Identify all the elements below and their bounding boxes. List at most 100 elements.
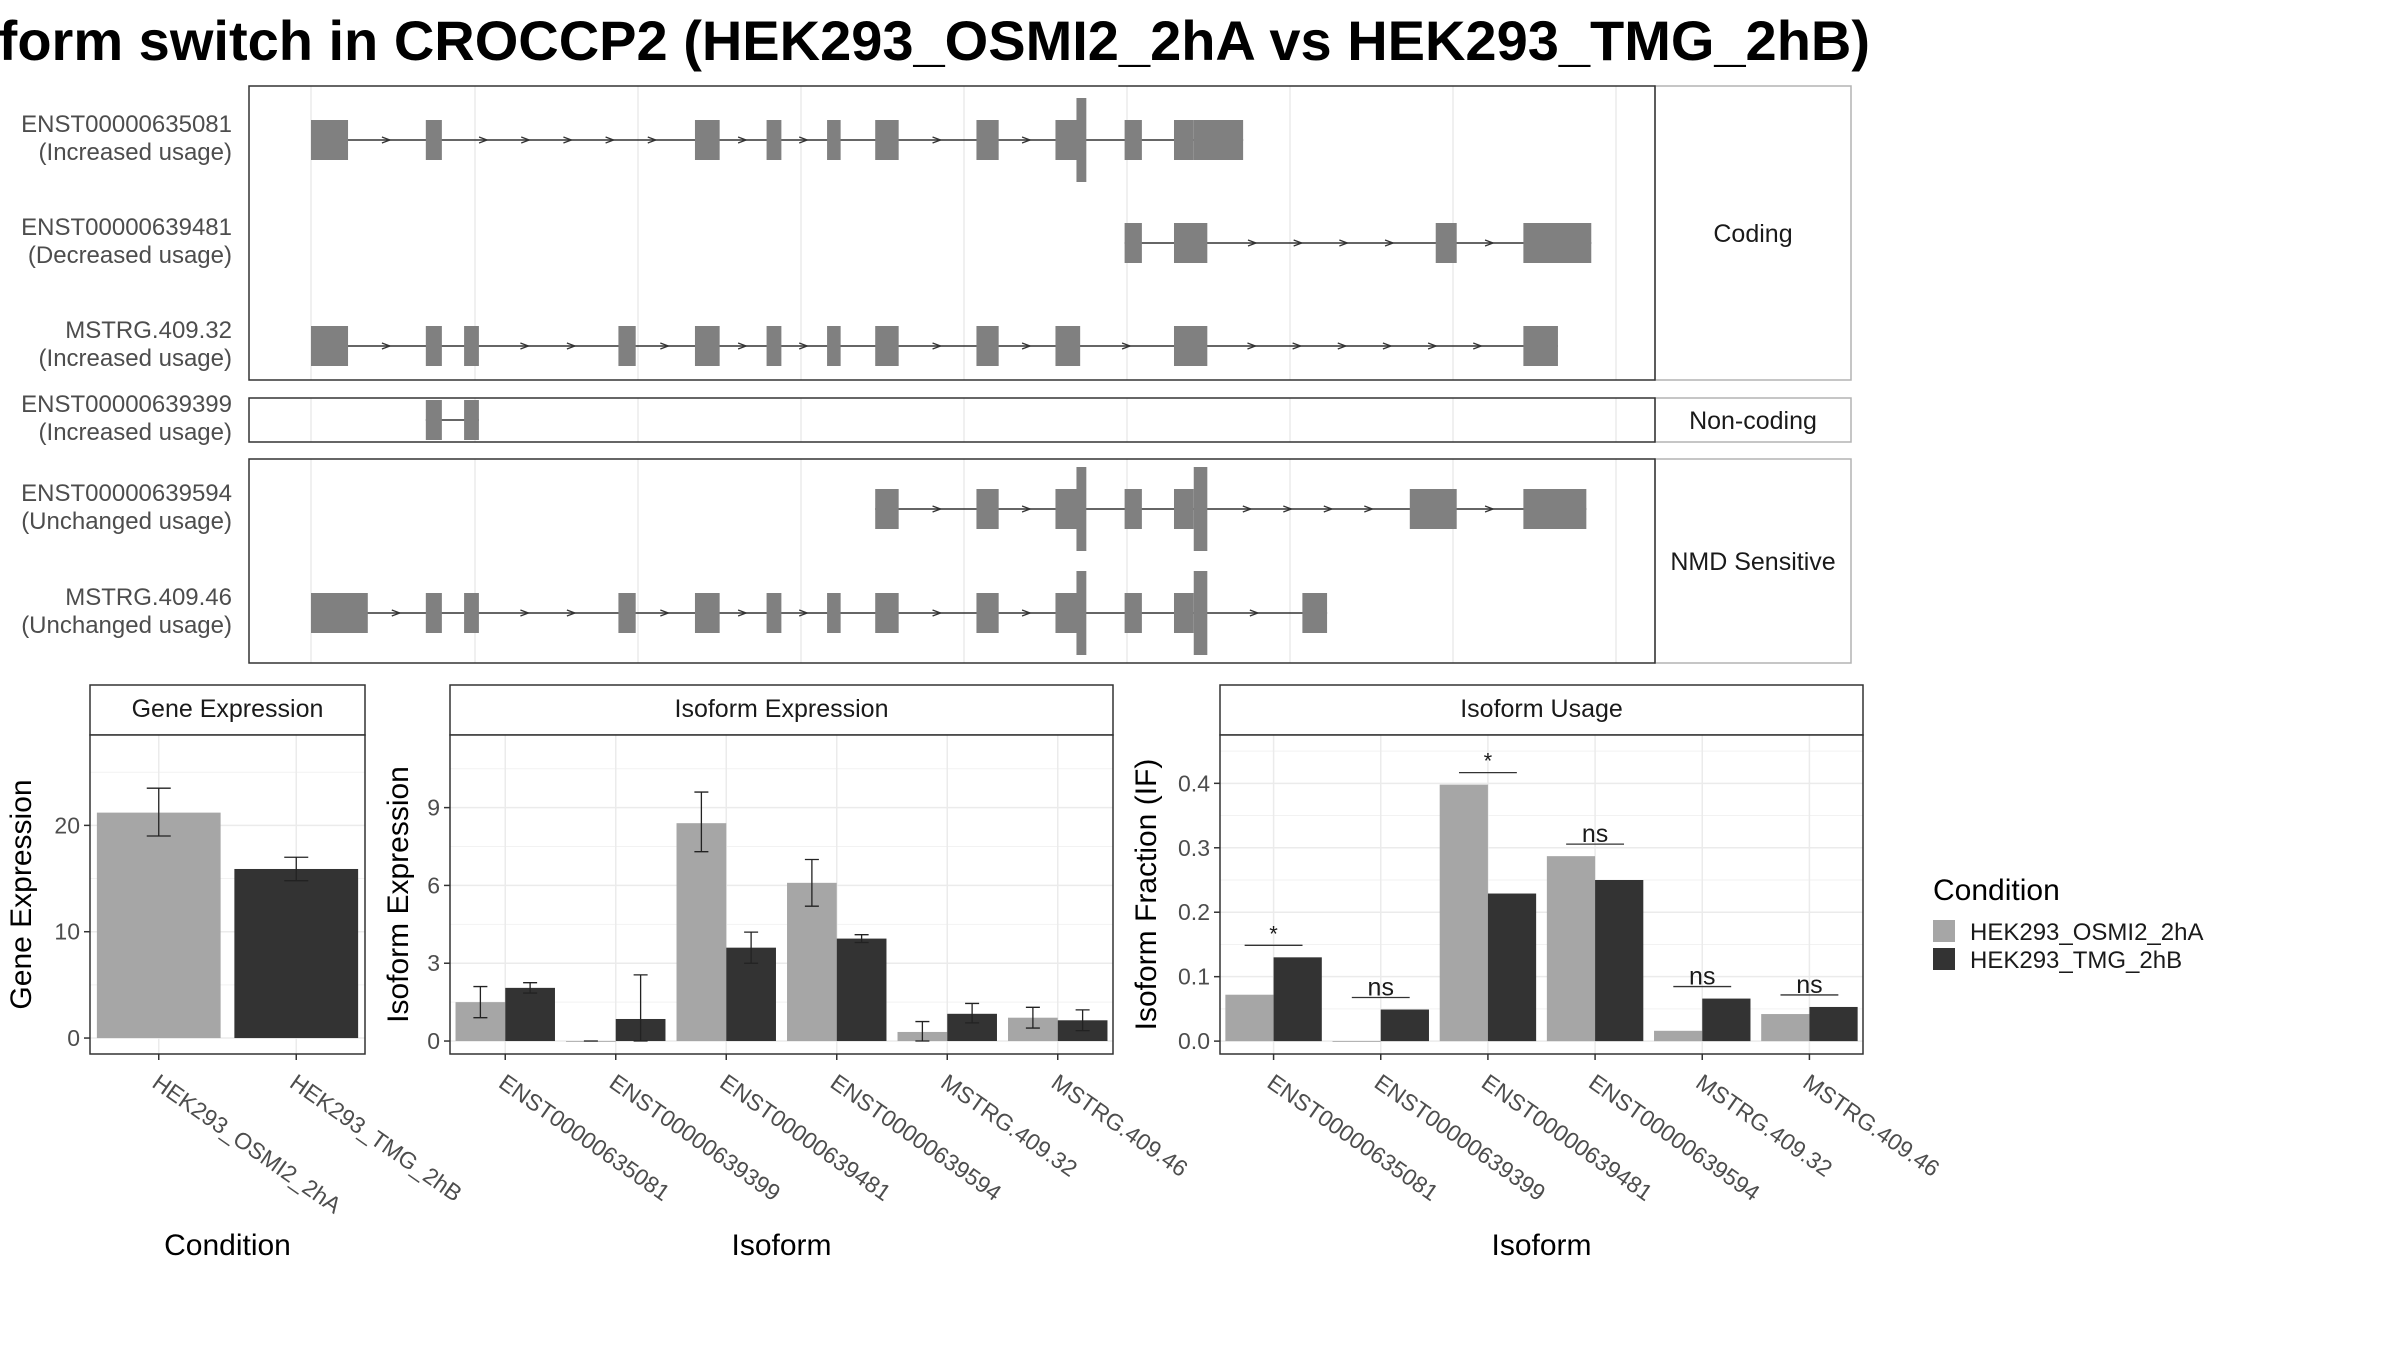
direction-arrow <box>932 505 943 513</box>
legend-label: HEK293_OSMI2_2hA <box>1970 919 2203 946</box>
error-bar <box>1025 1006 1040 1029</box>
bar <box>1439 784 1488 1042</box>
y-tick-label: 6 <box>427 872 440 898</box>
significance-label: ns <box>1796 971 1822 999</box>
x-tick-label: ENST00000639481 <box>1477 1069 1657 1206</box>
direction-arrow <box>1339 239 1350 247</box>
direction-arrow <box>660 609 671 617</box>
direction-arrow <box>1283 505 1294 513</box>
error-bar <box>523 982 538 994</box>
transcript-id-label: MSTRG.409.46 <box>65 584 232 611</box>
chart-isoform-usage: Isoform Usage 0.0 0.1 0.2 0.3 0.4 * ns * ns ns ns EN… <box>1130 684 1944 1262</box>
exon <box>1055 326 1081 366</box>
transcript-MSTRG.409.46: MSTRG.409.46(Unchanged usage) <box>21 571 1328 655</box>
direction-arrow <box>1021 609 1032 617</box>
direction-arrow <box>478 136 489 144</box>
direction-arrow <box>381 136 392 144</box>
direction-arrow <box>798 609 810 617</box>
bar <box>234 868 359 1039</box>
panel-frame <box>248 397 1656 443</box>
exon <box>1173 489 1194 529</box>
exon <box>311 326 349 366</box>
bars <box>1225 784 1858 1042</box>
transcript-usage-label: (Increased usage) <box>39 139 232 166</box>
direction-arrow <box>1384 239 1395 247</box>
exon <box>694 326 720 366</box>
exon <box>976 489 999 529</box>
exon <box>1173 223 1208 263</box>
transcript-usage-label: (Decreased usage) <box>28 242 232 269</box>
transcript-MSTRG.409.32: MSTRG.409.32(Increased usage) <box>39 317 1558 372</box>
exon <box>311 120 349 160</box>
exon <box>1124 489 1142 529</box>
transcript-usage-label: (Unchanged usage) <box>21 508 232 535</box>
facet-strip <box>1654 85 1852 381</box>
direction-arrow <box>932 136 943 144</box>
bar <box>96 812 221 1039</box>
direction-arrow <box>660 342 671 350</box>
y-tick-label: 0.2 <box>1178 899 1210 925</box>
transcript-ENST00000639399: ENST00000639399(Increased usage) <box>21 391 479 446</box>
significance-label: ns <box>1368 974 1394 1002</box>
bar <box>1273 957 1322 1042</box>
exon <box>1055 593 1081 633</box>
chart-title: Isoform Expression <box>675 695 889 723</box>
bar <box>1761 1014 1810 1042</box>
chart-strip <box>1219 684 1864 736</box>
facet-label: Non-coding <box>1689 407 1817 435</box>
error-bar <box>854 934 869 944</box>
direction-arrow <box>647 136 658 144</box>
significance-label: ns <box>1689 963 1715 991</box>
direction-arrow <box>798 342 810 350</box>
panel-background <box>249 398 1655 442</box>
bar <box>1380 1009 1429 1042</box>
direction-arrow <box>1382 342 1393 350</box>
exon <box>875 326 899 366</box>
y-tick-label: 0.0 <box>1178 1028 1210 1054</box>
error-bar <box>633 974 648 1042</box>
y-tick-label: 0.1 <box>1178 964 1210 990</box>
exon <box>1409 489 1457 529</box>
exon <box>1076 571 1087 655</box>
exon <box>827 593 841 633</box>
exon <box>827 120 841 160</box>
exon <box>976 120 999 160</box>
direction-arrow <box>932 342 943 350</box>
bar <box>1008 1017 1058 1042</box>
significance-label: * <box>1484 749 1493 774</box>
direction-arrow <box>798 136 810 144</box>
plot-background <box>1220 735 1863 1054</box>
exon <box>875 593 899 633</box>
direction-arrow <box>520 342 531 350</box>
exon <box>1173 326 1208 366</box>
error-bar <box>473 985 488 1019</box>
transcript-ENST00000639594: ENST00000639594(Unchanged usage) <box>21 467 1587 551</box>
exon <box>976 593 999 633</box>
bar <box>676 823 727 1042</box>
significance-label: ns <box>1582 820 1608 848</box>
error-bar <box>804 858 819 907</box>
structure-panel-0: Coding <box>249 85 1852 381</box>
transcript-id-label: ENST00000639594 <box>21 480 232 507</box>
direction-arrow <box>1337 342 1348 350</box>
exon <box>1055 489 1081 529</box>
direction-arrow <box>521 136 532 144</box>
exon <box>1173 593 1194 633</box>
bar <box>1487 893 1537 1042</box>
panel-frame <box>248 85 1656 381</box>
facet-label: NMD Sensitive <box>1670 548 1835 576</box>
exon <box>766 120 782 160</box>
direction-arrow <box>1293 239 1304 247</box>
y-axis-label: Gene Expression <box>5 779 38 1009</box>
exon <box>827 326 841 366</box>
y-axis-label: Isoform Expression <box>382 766 415 1023</box>
bar <box>1702 998 1751 1042</box>
legend-label: HEK293_TMG_2hB <box>1970 947 2182 974</box>
direction-arrow <box>1427 342 1438 350</box>
direction-arrow <box>391 609 402 617</box>
exon <box>425 326 442 366</box>
plot-frame <box>1219 734 1864 1055</box>
error-bar <box>284 856 309 882</box>
y-tick-label: 0 <box>427 1028 440 1054</box>
